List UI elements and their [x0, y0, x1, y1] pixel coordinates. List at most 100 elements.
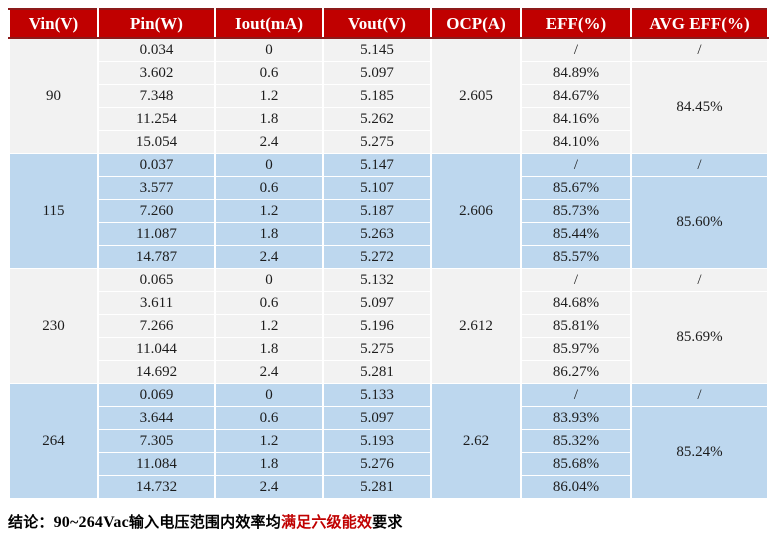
- cell-iout: 2.4: [214, 130, 324, 154]
- cell-vin: 230: [8, 268, 99, 384]
- cell-vout: 5.145: [322, 37, 432, 62]
- table-row: 14.787 2.4 5.272 85.57%: [9, 245, 768, 269]
- table-row: 7.348 1.2 5.185 84.67%: [9, 84, 768, 108]
- cell-avg-eff: 85.69%: [630, 291, 769, 384]
- cell-iout: 0.6: [214, 291, 324, 315]
- cell-ocp: 2.612: [430, 268, 522, 384]
- cell-avg-eff: 85.60%: [630, 176, 769, 269]
- cell-eff: 84.16%: [520, 107, 632, 131]
- cell-eff: 84.67%: [520, 84, 632, 108]
- cell-eff: 85.67%: [520, 176, 632, 200]
- cell-pin: 11.044: [97, 337, 216, 361]
- cell-pin: 0.037: [97, 153, 216, 177]
- cell-vout: 5.281: [322, 360, 432, 384]
- cell-ocp: 2.606: [430, 153, 522, 269]
- cell-avg-eff-slash: /: [630, 37, 769, 62]
- cell-eff: 86.27%: [520, 360, 632, 384]
- table-row: 11.084 1.8 5.276 85.68%: [9, 452, 768, 476]
- cell-vout: 5.187: [322, 199, 432, 223]
- cell-vout: 5.275: [322, 337, 432, 361]
- cell-avg-eff-slash: /: [630, 383, 769, 407]
- conclusion-label: 结论：: [8, 513, 54, 531]
- cell-iout: 1.2: [214, 84, 324, 108]
- cell-iout: 1.2: [214, 199, 324, 223]
- column-header-3: Vout(V): [322, 8, 432, 39]
- cell-iout: 2.4: [214, 475, 324, 499]
- cell-avg-eff: 85.24%: [630, 406, 769, 499]
- cell-iout: 1.8: [214, 452, 324, 476]
- table-row: 7.260 1.2 5.187 85.73%: [9, 199, 768, 223]
- column-header-6: AVG EFF(%): [630, 8, 769, 39]
- table-row: 3.602 0.6 5.097 84.89% 84.45%: [9, 61, 769, 154]
- cell-pin: 11.254: [97, 107, 216, 131]
- cell-vin: 90: [8, 37, 99, 154]
- cell-iout: 1.8: [214, 337, 324, 361]
- cell-eff: /: [520, 383, 632, 407]
- cell-eff: 85.68%: [520, 452, 632, 476]
- cell-eff: 85.81%: [520, 314, 632, 338]
- cell-pin: 3.611: [97, 291, 216, 315]
- table-row: 15.054 2.4 5.275 84.10%: [9, 130, 768, 154]
- cell-vout: 5.263: [322, 222, 432, 246]
- table-row: 14.732 2.4 5.281 86.04%: [9, 475, 768, 499]
- cell-eff: /: [520, 37, 632, 62]
- table-row: 11.044 1.8 5.275 85.97%: [9, 337, 768, 361]
- cell-eff: 84.10%: [520, 130, 632, 154]
- cell-eff: 85.97%: [520, 337, 632, 361]
- cell-pin: 3.602: [97, 61, 216, 85]
- cell-vout: 5.097: [322, 291, 432, 315]
- cell-iout: 0: [214, 383, 324, 407]
- cell-vout: 5.281: [322, 475, 432, 499]
- column-header-5: EFF(%): [520, 8, 632, 39]
- cell-pin: 7.260: [97, 199, 216, 223]
- cell-vout: 5.275: [322, 130, 432, 154]
- cell-ocp: 2.605: [430, 37, 522, 154]
- cell-vout: 5.272: [322, 245, 432, 269]
- cell-ocp: 2.62: [430, 383, 522, 499]
- cell-iout: 0: [214, 37, 324, 62]
- cell-vout: 5.097: [322, 406, 432, 430]
- table-row: 115 0.037 0 5.147 2.606//: [8, 153, 769, 269]
- cell-pin: 3.577: [97, 176, 216, 200]
- cell-pin: 0.034: [97, 37, 216, 62]
- cell-vout: 5.147: [322, 153, 432, 177]
- cell-eff: 85.57%: [520, 245, 632, 269]
- cell-iout: 0.6: [214, 61, 324, 85]
- cell-vout: 5.133: [322, 383, 432, 407]
- conclusion-line: 结论：90~264Vac输入电压范围内效率均满足六级能效要求: [8, 511, 403, 532]
- cell-iout: 0.6: [214, 176, 324, 200]
- column-header-4: OCP(A): [430, 8, 522, 39]
- column-header-0: Vin(V): [8, 8, 99, 39]
- cell-iout: 0: [214, 153, 324, 177]
- table-row: 3.577 0.6 5.107 85.67% 85.60%: [9, 176, 769, 269]
- cell-vout: 5.097: [322, 61, 432, 85]
- column-header-1: Pin(W): [97, 8, 216, 39]
- conclusion-text-after: 要求: [372, 513, 403, 531]
- cell-pin: 14.732: [97, 475, 216, 499]
- cell-iout: 2.4: [214, 245, 324, 269]
- cell-pin: 0.069: [97, 383, 216, 407]
- cell-eff: /: [520, 153, 632, 177]
- cell-vout: 5.132: [322, 268, 432, 292]
- cell-pin: 11.087: [97, 222, 216, 246]
- table-row: 3.644 0.6 5.097 83.93% 85.24%: [9, 406, 769, 499]
- cell-avg-eff-slash: /: [630, 153, 769, 177]
- table-row: 7.266 1.2 5.196 85.81%: [9, 314, 768, 338]
- cell-iout: 0.6: [214, 406, 324, 430]
- conclusion-text-before: 输入电压范围内效率均: [128, 513, 281, 531]
- cell-eff: 85.32%: [520, 429, 632, 453]
- cell-pin: 0.065: [97, 268, 216, 292]
- cell-vout: 5.196: [322, 314, 432, 338]
- table-row: 11.087 1.8 5.263 85.44%: [9, 222, 768, 246]
- cell-pin: 7.305: [97, 429, 216, 453]
- cell-vout: 5.107: [322, 176, 432, 200]
- conclusion-voltage-range: 90~264Vac: [53, 514, 129, 531]
- cell-iout: 1.8: [214, 107, 324, 131]
- table-row: 230 0.065 0 5.132 2.612//: [8, 268, 769, 384]
- efficiency-table: Vin(V) Pin(W) Iout(mA) Vout(V) OCP(A) EFF(%) A…: [8, 8, 769, 499]
- cell-avg-eff: 84.45%: [630, 61, 769, 154]
- cell-pin: 3.644: [97, 406, 216, 430]
- table-header-row: Vin(V) Pin(W) Iout(mA) Vout(V) OCP(A) EFF(%) A…: [8, 8, 769, 39]
- conclusion-highlight: 满足六级能效: [280, 513, 373, 531]
